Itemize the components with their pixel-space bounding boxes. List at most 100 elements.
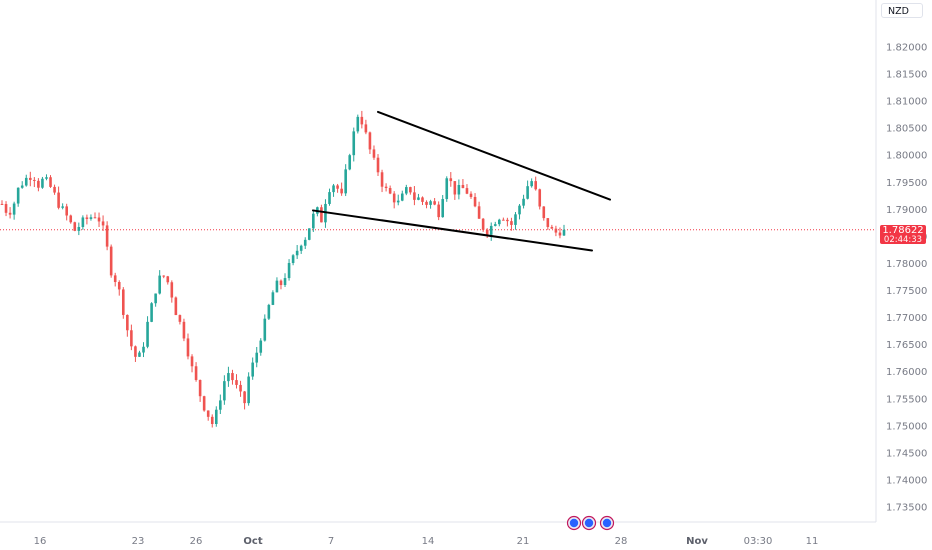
candle	[206, 410, 210, 421]
candle	[332, 183, 335, 197]
candle	[190, 354, 194, 373]
candle	[231, 369, 234, 385]
candle	[41, 176, 44, 189]
candle	[469, 191, 473, 199]
candle	[498, 218, 501, 227]
candle	[97, 212, 101, 228]
price-tick-label: 1.82000	[886, 43, 927, 54]
candle	[162, 275, 166, 279]
candle	[239, 380, 242, 397]
candle	[263, 314, 267, 342]
candle	[493, 221, 497, 227]
candle	[146, 316, 149, 349]
candle	[255, 346, 259, 368]
candle	[37, 178, 40, 192]
candle	[506, 217, 509, 227]
price-tick-label: 1.79500	[886, 178, 927, 189]
candles	[0, 110, 566, 428]
candle	[368, 131, 372, 155]
candle	[324, 199, 327, 228]
candle	[57, 186, 60, 210]
economic-event-icon[interactable]	[566, 515, 582, 531]
candle	[170, 280, 174, 303]
time-tick-label: 14	[422, 536, 435, 547]
candle	[174, 296, 178, 316]
candle	[465, 184, 469, 195]
candle	[514, 212, 517, 230]
candle	[89, 214, 93, 221]
candle	[150, 302, 153, 323]
candle	[392, 191, 396, 209]
candle	[251, 357, 254, 380]
time-tick-label: 16	[34, 536, 47, 547]
candle	[518, 204, 521, 220]
price-tick-label: 1.76000	[886, 367, 927, 378]
time-tick-label: 11	[806, 536, 819, 547]
candle	[24, 174, 28, 187]
candle	[126, 314, 129, 337]
candle	[243, 390, 246, 410]
candle	[166, 275, 170, 285]
candle	[388, 185, 392, 195]
symbol-badge[interactable]: NZD	[881, 3, 923, 18]
candle	[4, 201, 8, 217]
time-tick-label: 28	[615, 536, 628, 547]
candle	[546, 218, 550, 230]
candle	[409, 186, 412, 195]
candle	[421, 196, 424, 206]
candle	[178, 314, 182, 325]
candle	[223, 375, 226, 405]
price-tick-label: 1.81500	[886, 70, 927, 81]
candle	[202, 395, 206, 412]
economic-event-icon[interactable]	[599, 515, 615, 531]
candle	[489, 222, 493, 241]
candle	[510, 217, 513, 231]
candle	[356, 114, 360, 134]
candle	[158, 270, 161, 295]
candle-countdown: 02:44:33	[883, 234, 923, 245]
trendline-lower[interactable]	[312, 209, 593, 252]
candle	[0, 200, 4, 205]
candle	[534, 176, 537, 191]
current-price-label: 1.78622 02:44:33	[880, 224, 926, 245]
price-tick-label: 1.80000	[886, 151, 927, 162]
candle	[429, 199, 432, 209]
candle	[558, 227, 562, 239]
candle	[85, 214, 89, 225]
candle	[194, 362, 198, 382]
candle	[376, 154, 380, 176]
time-tick-label: 21	[517, 536, 530, 547]
candle	[186, 333, 190, 360]
time-tick-label: 26	[190, 536, 203, 547]
candle	[271, 290, 275, 306]
candle	[130, 324, 133, 351]
candle	[348, 153, 352, 171]
candle	[33, 177, 36, 188]
candle	[105, 221, 109, 251]
candle	[522, 194, 525, 209]
candle	[93, 212, 97, 219]
candle	[198, 379, 202, 402]
candle	[235, 374, 238, 389]
candle	[259, 338, 263, 356]
candle	[413, 186, 416, 206]
candle	[380, 169, 384, 193]
candle	[77, 222, 81, 236]
price-tick-label: 1.73500	[886, 503, 927, 514]
candle	[81, 215, 85, 230]
candle	[328, 188, 331, 206]
candle	[247, 372, 250, 406]
candle	[312, 210, 315, 232]
economic-event-icon[interactable]	[581, 515, 597, 531]
time-tick-label: 7	[328, 536, 334, 547]
trendline-upper[interactable]	[377, 110, 611, 201]
candle	[214, 406, 218, 427]
candle	[417, 193, 420, 201]
candle	[49, 175, 52, 188]
candle	[396, 194, 400, 206]
candle	[554, 225, 558, 237]
candle	[138, 350, 141, 357]
time-tick-label: 03:30	[744, 536, 773, 547]
candle	[182, 318, 186, 342]
